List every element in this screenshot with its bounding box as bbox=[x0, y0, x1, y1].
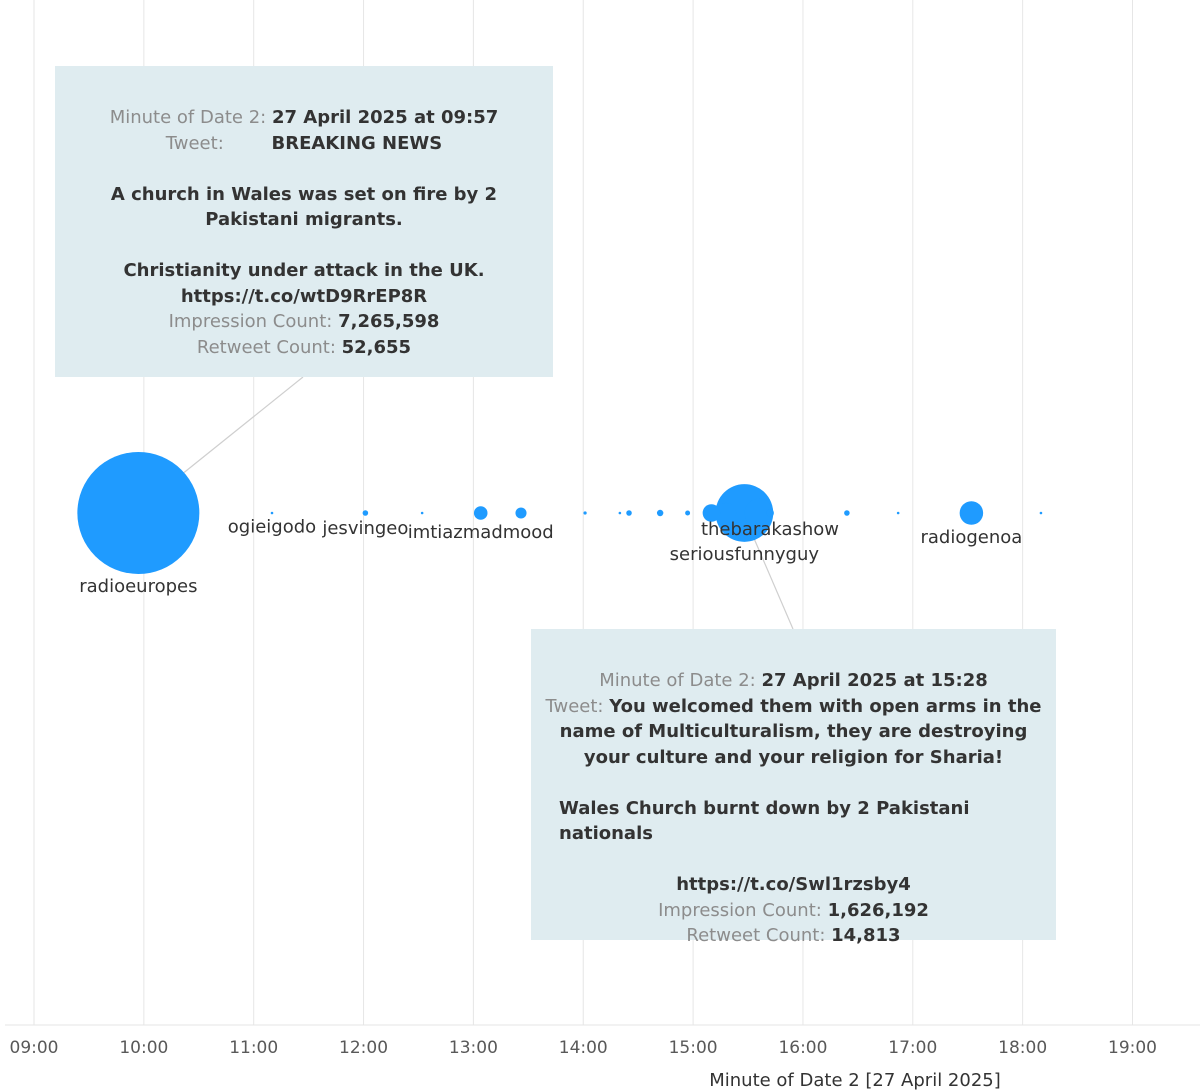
tooltip-tweet-line: Christianity under attack in the UK. bbox=[123, 260, 485, 281]
point-labels: radioeuropes ogieigodo jesvingeo imtiazmadm… bbox=[79, 516, 1022, 597]
data-point[interactable] bbox=[685, 510, 691, 516]
x-tick-label: 19:00 bbox=[1108, 1038, 1157, 1058]
data-point[interactable] bbox=[420, 511, 424, 515]
tooltip-retweet-key: Retweet Count: bbox=[686, 925, 826, 946]
tooltip-retweet-key: Retweet Count: bbox=[196, 336, 336, 358]
data-point[interactable] bbox=[362, 510, 369, 516]
data-point[interactable] bbox=[1039, 511, 1043, 515]
data-point[interactable] bbox=[473, 506, 488, 520]
tooltip-tweet-line: A church in Wales was set on fire by 2 P… bbox=[110, 183, 498, 231]
tooltip-date-key: Minute of Date 2: bbox=[109, 107, 267, 128]
x-tick-label: 15:00 bbox=[669, 1038, 718, 1058]
tooltip-radioeuropes: Minute of Date 2: 27 April 2025 at 09:57… bbox=[55, 66, 553, 377]
tooltip-tweet-link[interactable]: https://t.co/Swl1rzsby4 bbox=[676, 874, 911, 895]
data-points bbox=[77, 452, 1043, 574]
tooltip-date-value: 27 April 2025 at 15:28 bbox=[761, 670, 988, 691]
tooltip-impression-key: Impression Count: bbox=[168, 311, 333, 332]
x-axis-ticks: 09:00 10:00 11:00 12:00 13:00 14:00 15:00 16:00… bbox=[10, 1038, 1158, 1058]
x-tick-label: 16:00 bbox=[778, 1038, 827, 1058]
data-point[interactable] bbox=[515, 507, 527, 519]
point-label: radiogenoa bbox=[920, 527, 1022, 548]
tooltip-tweet-key: Tweet: bbox=[545, 695, 604, 717]
tooltip-tweet-link[interactable]: https://t.co/wtD9RrEP8R bbox=[180, 285, 428, 307]
point-label: jesvingeo bbox=[321, 518, 408, 539]
data-point[interactable] bbox=[618, 511, 622, 515]
tooltip-impression-value: 1,626,192 bbox=[827, 899, 929, 921]
point-label: seriousfunnyguy bbox=[670, 544, 820, 565]
x-axis-title: Minute of Date 2 [27 April 2025] bbox=[709, 1070, 1001, 1090]
data-point[interactable] bbox=[270, 511, 274, 515]
x-tick-label: 09:00 bbox=[10, 1038, 59, 1058]
tooltip-tweet-key: Tweet: bbox=[165, 132, 224, 154]
x-tick-label: 10:00 bbox=[119, 1038, 168, 1058]
data-point[interactable] bbox=[626, 510, 632, 516]
tooltip-date-key: Minute of Date 2: bbox=[599, 670, 756, 691]
data-point[interactable] bbox=[583, 511, 587, 515]
data-point[interactable] bbox=[702, 504, 721, 522]
x-tick-label: 11:00 bbox=[229, 1038, 278, 1058]
x-tick-label: 13:00 bbox=[449, 1038, 498, 1058]
data-point[interactable] bbox=[744, 498, 774, 528]
point-label: radioeuropes bbox=[79, 576, 197, 597]
tooltip-leader-lines bbox=[141, 376, 794, 630]
data-point[interactable] bbox=[715, 502, 737, 524]
point-label: imtiazmadmood bbox=[408, 522, 554, 543]
tooltip-impression-value: 7,265,598 bbox=[338, 311, 440, 332]
tooltip-tweet-text: You welcomed them with open arms in the … bbox=[559, 695, 1042, 768]
x-tick-label: 14:00 bbox=[559, 1038, 608, 1058]
point-label: thebarakashow bbox=[701, 519, 839, 540]
data-point[interactable] bbox=[766, 509, 774, 517]
tooltip-date-value: 27 April 2025 at 09:57 bbox=[271, 107, 499, 128]
tooltip-impression-key: Impression Count: bbox=[658, 899, 822, 921]
data-point[interactable] bbox=[896, 511, 900, 515]
data-point[interactable] bbox=[656, 509, 664, 517]
tooltip-seriousfunnyguy: Minute of Date 2: 27 April 2025 at 15:28… bbox=[531, 629, 1056, 946]
data-point[interactable] bbox=[959, 501, 984, 525]
data-point[interactable] bbox=[715, 484, 774, 542]
x-tick-label: 12:00 bbox=[339, 1038, 388, 1058]
tooltip-tweet-line: Wales Church burnt down by 2 Pakistani n… bbox=[559, 797, 970, 845]
leader-line bbox=[746, 522, 794, 630]
x-tick-label: 17:00 bbox=[888, 1038, 937, 1058]
data-point[interactable] bbox=[844, 510, 850, 516]
x-tick-label: 18:00 bbox=[998, 1038, 1047, 1058]
tooltip-retweet-value: 52,655 bbox=[341, 336, 412, 358]
data-point[interactable] bbox=[77, 452, 200, 574]
point-label: ogieigodo bbox=[228, 516, 316, 537]
tooltip-tweet-heading: BREAKING NEWS bbox=[271, 132, 443, 154]
tooltip-retweet-value: 14,813 bbox=[831, 925, 901, 946]
